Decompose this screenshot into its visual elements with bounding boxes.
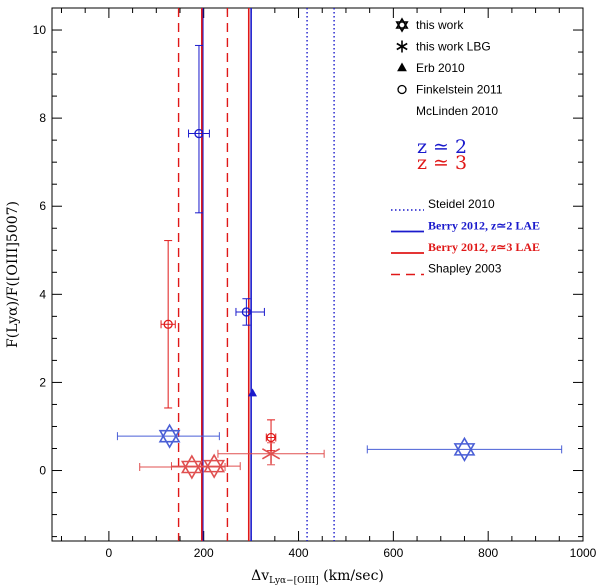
star-triangle-up xyxy=(158,423,181,443)
y-axis-label: F(Lyα)/F([OIII]5007) xyxy=(5,201,21,348)
line-legend-entry: Steidel 2010 xyxy=(391,197,495,211)
y-tick-label: 4 xyxy=(39,287,46,301)
line-legend-label: Berry 2012, z≃2 LAE xyxy=(428,219,540,233)
x-tick-label: 600 xyxy=(383,546,403,560)
data-point-star xyxy=(139,454,226,480)
legend-star-icon xyxy=(395,17,409,33)
x-tick-label: 0 xyxy=(106,546,113,560)
legend-entry: this work xyxy=(395,17,464,33)
line-legend-label: Shapley 2003 xyxy=(428,262,502,276)
legend-entry: McLinden 2010 xyxy=(416,104,498,118)
line-legend-label: Berry 2012, z≃3 LAE xyxy=(428,240,540,254)
asterisk-arm xyxy=(396,42,408,51)
legend-label: Finkelstein 2011 xyxy=(416,83,503,97)
star-marker xyxy=(453,436,476,462)
circle-marker xyxy=(241,307,252,317)
legend-label: McLinden 2010 xyxy=(416,104,498,118)
data-point-circle xyxy=(160,240,176,409)
y-tick-label: 8 xyxy=(39,111,46,125)
line-legend-entry: Shapley 2003 xyxy=(391,262,502,276)
y-tick-label: 0 xyxy=(39,464,46,478)
circle-marker xyxy=(163,319,173,329)
data-point-circle xyxy=(265,419,277,452)
legend-entry: Erb 2010 xyxy=(397,61,465,75)
legend-entry: Finkelstein 2011 xyxy=(397,83,503,97)
star-triangle-up xyxy=(453,436,476,456)
line-legend-entry: Berry 2012, z≃2 LAE xyxy=(391,219,540,233)
data-point-star xyxy=(366,436,563,462)
star-triangle-down xyxy=(180,460,203,480)
x-tick-label: 800 xyxy=(478,546,498,560)
legend-label: Erb 2010 xyxy=(416,61,465,75)
star-triangle-down xyxy=(453,443,476,462)
data-point-star xyxy=(170,453,241,479)
x-tick-label: 400 xyxy=(289,546,309,560)
star-triangle-up xyxy=(180,454,203,474)
line-legend-entry: Berry 2012, z≃3 LAE xyxy=(391,240,540,254)
star-marker xyxy=(158,423,181,449)
star-triangle-down xyxy=(158,429,181,449)
data-point-star xyxy=(116,423,220,449)
legend-asterisk-icon xyxy=(396,40,408,53)
y-tick-label: 10 xyxy=(33,23,47,37)
x-tick-label: 1000 xyxy=(570,546,597,560)
star-triangle-up xyxy=(203,453,226,473)
asterisk-arm xyxy=(261,448,281,460)
star-marker xyxy=(180,454,203,480)
data-point-asterisk xyxy=(217,442,325,466)
x-tick-label: 200 xyxy=(194,546,214,560)
y-tick-label: 2 xyxy=(39,375,46,389)
triangle-marker xyxy=(248,388,258,397)
legend-triangle-icon xyxy=(397,62,407,72)
data-point-circle xyxy=(188,44,210,214)
legend-entry: this work LBG xyxy=(396,40,491,54)
x-axis-label: ΔvLyα−[OIII] (km/sec) xyxy=(251,568,384,586)
data-point-triangle xyxy=(248,388,258,397)
circle-marker xyxy=(266,432,276,443)
legend-label: this work xyxy=(416,18,464,32)
legend-label: this work LBG xyxy=(416,40,491,54)
star-triangle-down xyxy=(203,459,226,479)
line-legend-label: Steidel 2010 xyxy=(428,197,495,211)
data-point-circle xyxy=(235,298,265,326)
star-triangle-down xyxy=(395,21,409,33)
star-marker xyxy=(203,453,226,479)
legend-circle-icon xyxy=(397,84,407,95)
star-triangle-up xyxy=(395,17,409,29)
circle-marker xyxy=(194,128,204,139)
z-label: z ≃ 3 xyxy=(417,152,467,174)
z-label: z ≃ 2 xyxy=(417,136,467,158)
plot-frame xyxy=(51,7,584,542)
y-tick-label: 6 xyxy=(39,199,46,213)
